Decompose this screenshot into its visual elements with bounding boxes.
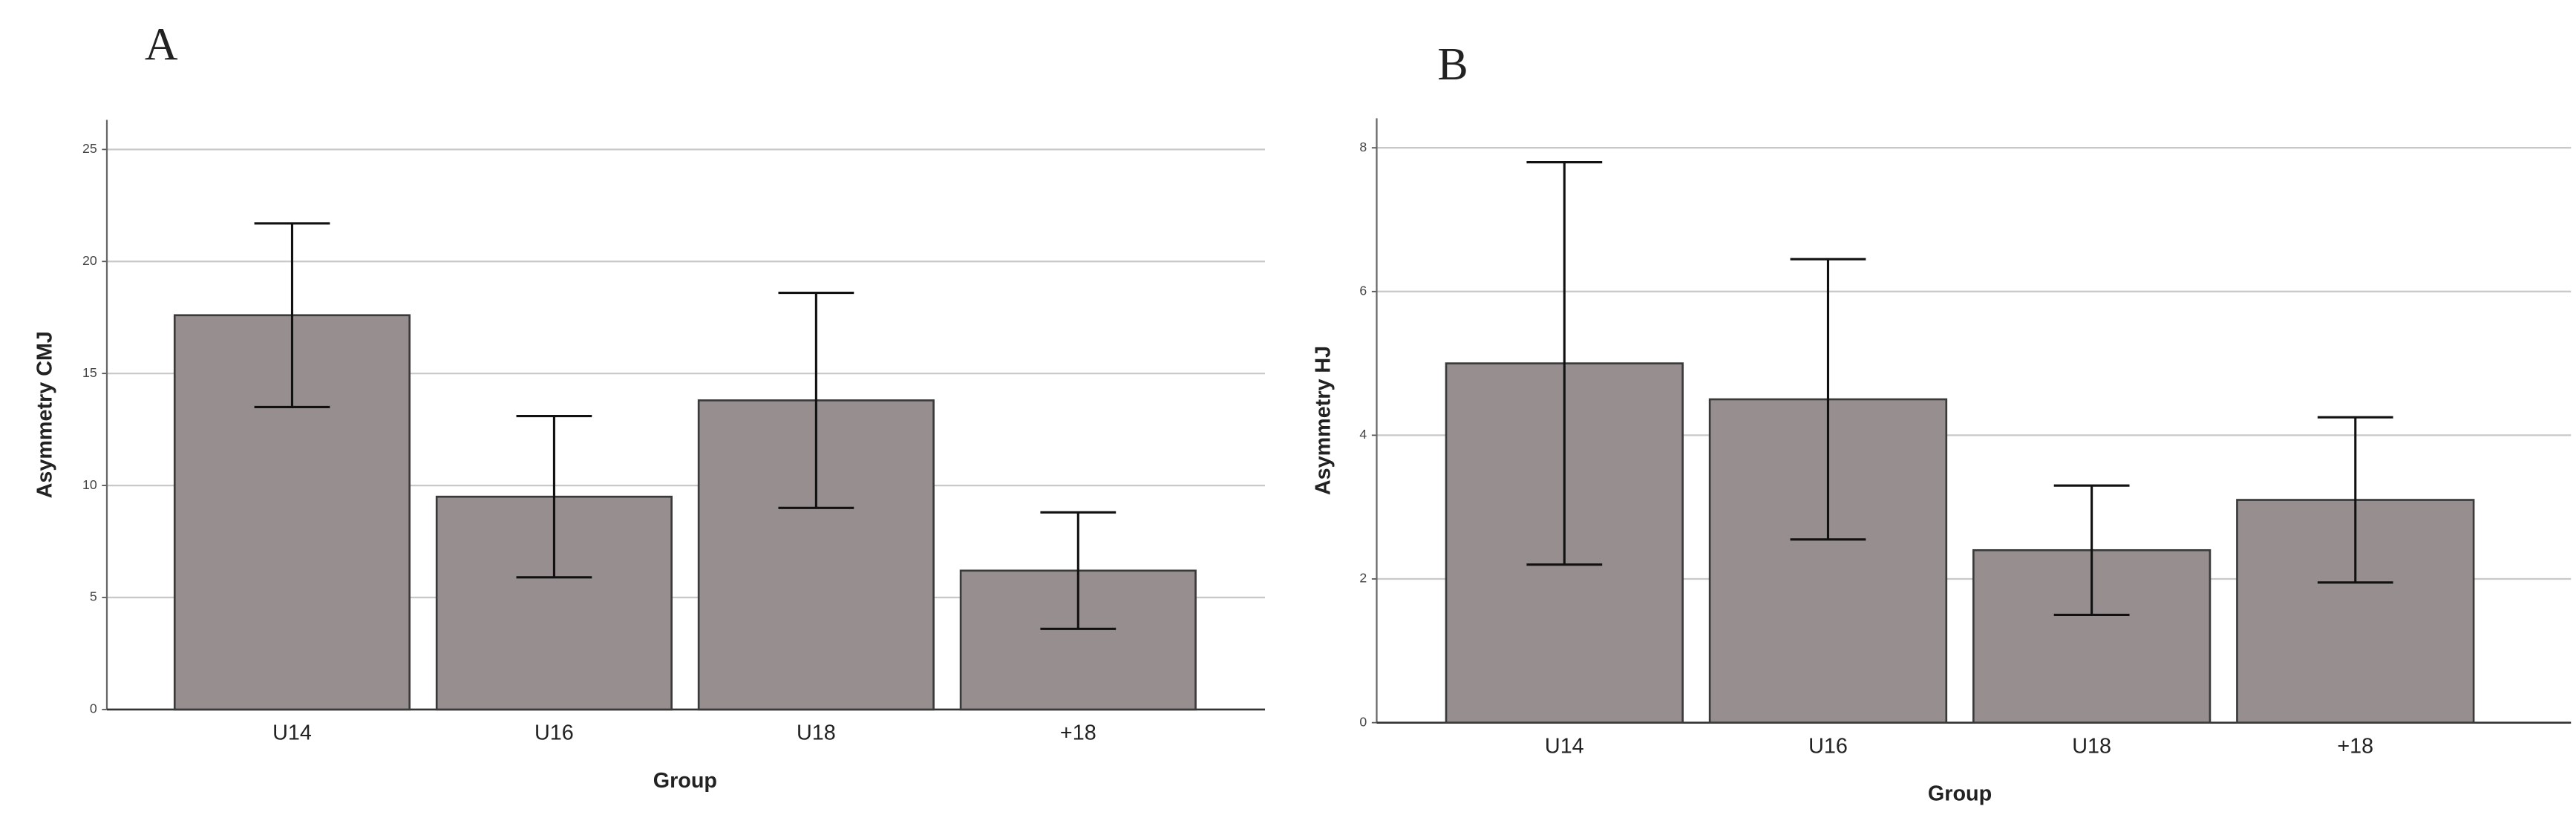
error-bar [2053,484,2130,616]
y-axis-label: Asymmetry HJ [1311,346,1335,495]
error-bar [1526,160,1603,566]
error-bar [1790,258,1866,541]
x-tick-label: U14 [1545,734,1584,758]
x-tick-label: U16 [535,721,574,745]
x-tick-label: U18 [2072,734,2111,758]
panel-label: A [145,20,178,71]
error-bar [778,291,854,509]
y-tick-label: 15 [82,365,97,380]
y-tick-label: 6 [1359,283,1367,298]
y-tick-label: 0 [90,701,97,716]
x-tick-label: U18 [797,721,836,745]
y-axis-label: Asymmetry CMJ [33,331,57,498]
error-bar [1040,511,1117,630]
y-tick-label: 10 [82,477,97,492]
x-axis-label: Group [1928,782,1992,806]
error-bar [516,414,592,579]
y-tick-label: 2 [1359,571,1367,586]
y-tick-label: 5 [90,589,97,604]
x-tick-label: +18 [1060,721,1096,745]
x-tick-label: U16 [1808,734,1848,758]
error-bar [2317,416,2393,584]
error-bar [254,222,330,409]
y-tick-label: 0 [1359,714,1367,729]
x-tick-label: U14 [272,721,312,745]
y-tick-label: 8 [1359,140,1367,154]
chart-panel: A 0 5 10 15 20 25 U14 U16 U18 +18 Group Asymmetry CM… [33,20,1266,793]
chart-panel: B 0 2 4 6 8 U14 U16 U18 +18 Group Asymmetry HJ [1311,39,2572,806]
x-axis-label: Group [653,769,717,793]
y-tick-label: 20 [82,253,97,268]
panel-label: B [1437,39,1468,90]
y-tick-label: 25 [82,141,97,156]
x-tick-label: +18 [2337,734,2373,758]
y-tick-label: 4 [1359,427,1367,442]
